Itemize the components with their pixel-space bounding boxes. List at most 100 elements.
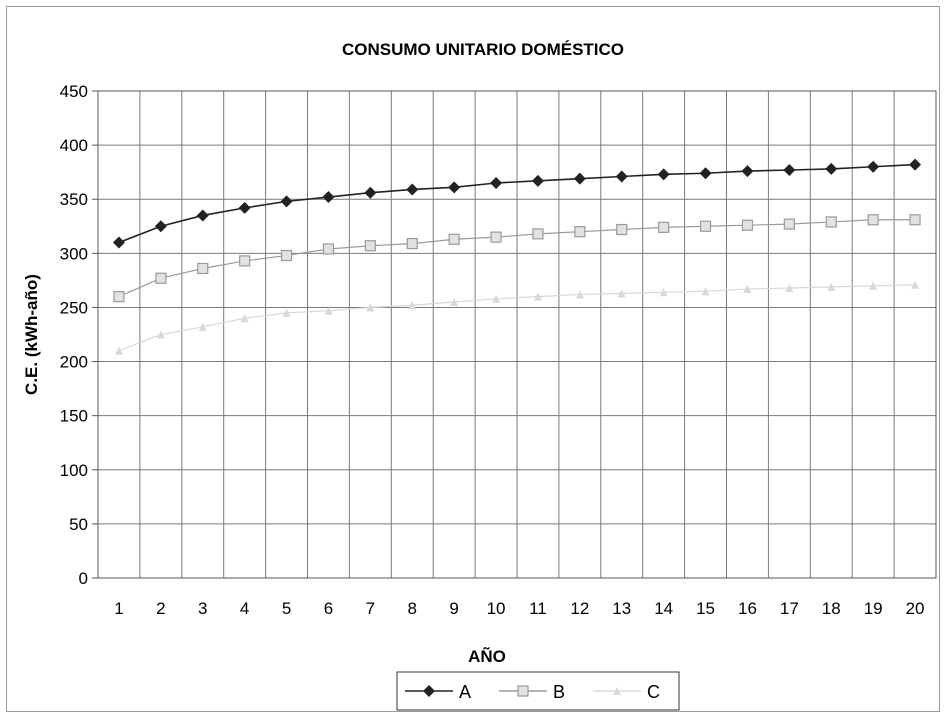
legend-label: B	[553, 682, 565, 702]
series-layer	[112, 158, 922, 355]
data-point	[532, 228, 544, 240]
data-point	[741, 219, 754, 231]
data-point	[448, 181, 461, 194]
x-tick-label: 7	[366, 599, 375, 618]
legend-label: A	[459, 682, 471, 702]
data-point	[827, 282, 836, 291]
y-tick-label: 100	[60, 461, 88, 480]
data-point	[531, 174, 544, 187]
data-point	[450, 298, 459, 307]
data-point	[113, 291, 125, 303]
x-tick-label: 8	[408, 599, 417, 618]
x-tick-label: 11	[529, 599, 547, 618]
series-A	[112, 158, 922, 249]
data-point	[196, 209, 209, 222]
x-tick-label: 6	[324, 599, 333, 618]
data-point	[239, 255, 251, 267]
x-tick-label: 15	[696, 599, 715, 618]
data-point	[658, 221, 670, 233]
x-tick-label: 20	[906, 599, 925, 618]
series-B	[113, 214, 921, 303]
data-point	[909, 158, 922, 171]
grid-lines	[97, 90, 937, 579]
data-point	[657, 168, 670, 181]
data-point	[156, 330, 165, 339]
x-axis-title: AÑO	[468, 646, 506, 666]
x-tick-label: 10	[487, 599, 506, 618]
data-point	[490, 231, 502, 243]
data-point	[909, 214, 921, 226]
data-point	[743, 285, 752, 294]
data-point	[575, 290, 584, 299]
data-point	[783, 164, 796, 177]
series-C	[114, 280, 920, 355]
x-tick-label: 5	[282, 599, 291, 618]
data-point	[699, 167, 712, 180]
data-point	[155, 272, 167, 284]
data-point	[282, 308, 291, 317]
legend-label: C	[647, 682, 660, 702]
x-axis-ticks: 1 2 3 4 5 6 7 8 9 10 11 12 13 14 15 16 17 18 19 20	[114, 599, 924, 618]
y-tick-label: 200	[60, 353, 88, 372]
data-point	[114, 346, 123, 355]
data-point	[364, 240, 376, 252]
data-point	[699, 220, 712, 232]
data-point	[659, 288, 668, 297]
x-tick-label: 18	[822, 599, 841, 618]
data-point	[783, 218, 795, 230]
x-tick-label: 14	[654, 599, 673, 618]
data-point	[616, 223, 628, 236]
data-point	[617, 289, 626, 298]
data-point	[322, 243, 335, 255]
y-tick-label: 450	[60, 82, 88, 101]
y-tick-label: 300	[60, 244, 88, 263]
legend: A B C	[396, 671, 680, 711]
legend-marker	[517, 685, 529, 697]
line-chart: CONSUMO UNITARIO DOMÉSTICO 0 50 100 150 200 2…	[22, 40, 937, 711]
data-point	[825, 162, 838, 175]
chart-frame: CONSUMO UNITARIO DOMÉSTICO 0 50 100 150 200 2…	[6, 6, 940, 712]
y-tick-label: 150	[60, 407, 88, 426]
data-point	[197, 262, 209, 275]
data-point	[867, 160, 880, 173]
data-point	[280, 249, 293, 262]
x-tick-label: 19	[864, 599, 883, 618]
x-tick-label: 13	[612, 599, 631, 618]
data-point	[406, 183, 419, 196]
data-point	[615, 170, 628, 183]
data-point	[240, 314, 249, 323]
data-point	[408, 301, 417, 310]
x-tick-label: 16	[738, 599, 757, 618]
series-line	[118, 284, 916, 352]
x-tick-label: 2	[156, 599, 165, 618]
data-point	[533, 292, 542, 301]
x-tick-label: 4	[240, 599, 249, 618]
data-point	[112, 236, 125, 249]
data-point	[574, 226, 586, 238]
x-tick-label: 1	[114, 599, 123, 618]
legend-marker	[613, 687, 621, 695]
data-point	[364, 186, 377, 199]
series-line	[118, 163, 916, 244]
data-point	[741, 165, 754, 178]
plot-area	[97, 90, 937, 579]
y-tick-label: 400	[60, 136, 88, 155]
data-point	[366, 303, 375, 312]
x-tick-label: 12	[570, 599, 589, 618]
series-line	[118, 219, 916, 298]
data-point	[490, 176, 503, 189]
data-point	[322, 191, 335, 204]
chart-title: CONSUMO UNITARIO DOMÉSTICO	[342, 40, 624, 59]
legend-marker	[423, 685, 435, 697]
data-point	[154, 220, 167, 233]
data-point	[573, 172, 586, 185]
data-point	[701, 287, 710, 296]
data-point	[448, 233, 460, 245]
y-tick-label: 250	[60, 298, 88, 317]
y-tick-label: 350	[60, 190, 88, 209]
data-point	[869, 281, 878, 290]
data-point	[198, 322, 207, 331]
data-point	[911, 280, 920, 289]
y-tick-label: 0	[79, 569, 88, 588]
y-axis-title: C.E. (kWh-año)	[22, 274, 41, 395]
